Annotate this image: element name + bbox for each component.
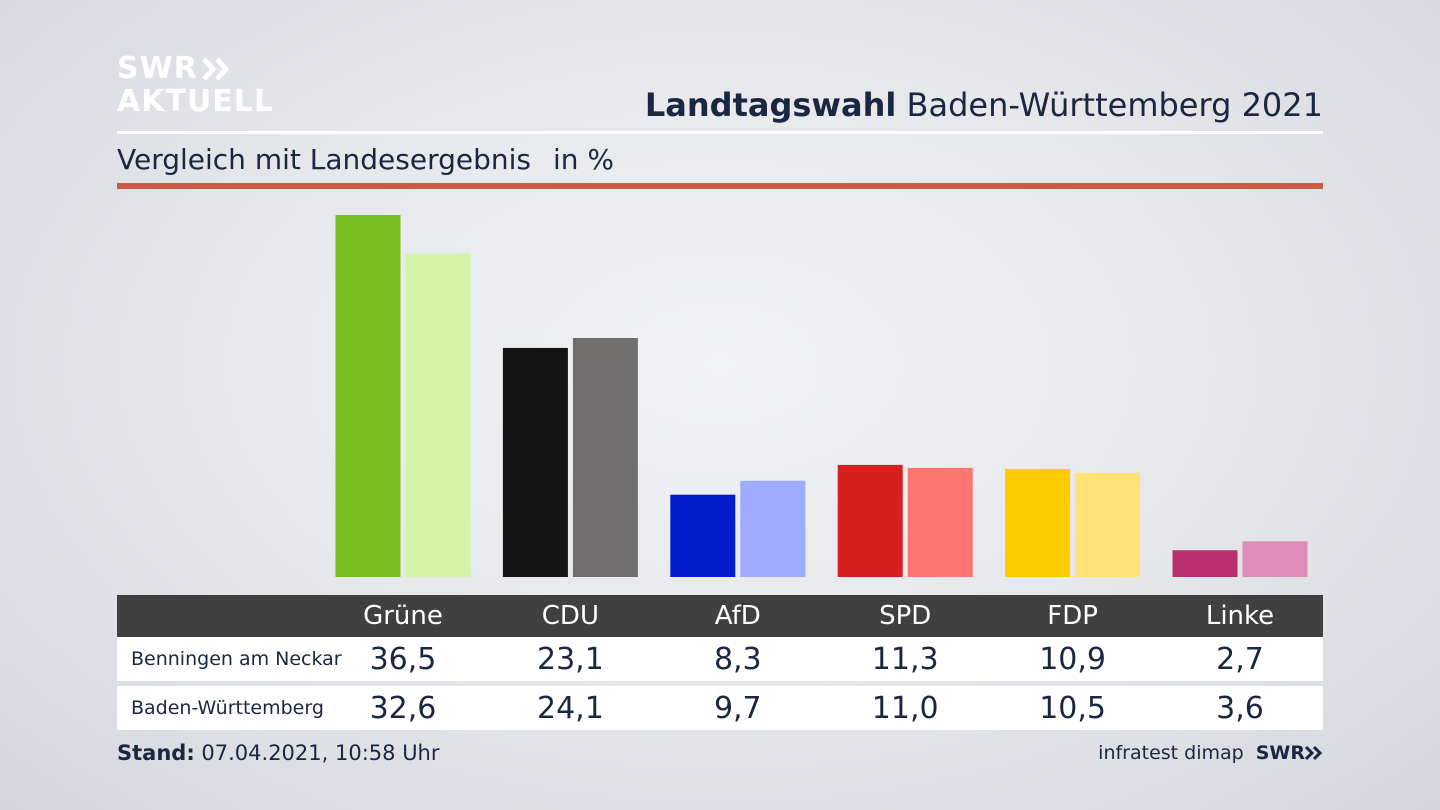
row-label: Baden-Württemberg xyxy=(131,697,324,719)
table-header-row: Grüne CDU AfD SPD FDP Linke xyxy=(117,595,1323,637)
double-chevron-icon xyxy=(201,57,230,81)
source-text: infratest dimap xyxy=(1098,742,1244,764)
party-header-spd: SPD xyxy=(879,601,932,631)
bar-spd-series-1 xyxy=(837,464,903,577)
value-cell: 32,6 xyxy=(369,690,437,726)
logo-line-1: SWR xyxy=(117,51,198,86)
value-cell: 11,0 xyxy=(871,690,939,726)
bar-cdu-series-2 xyxy=(572,338,638,577)
brand-text: SWR xyxy=(1255,742,1305,764)
bar-afd-series-1 xyxy=(670,494,736,577)
subtitle-divider xyxy=(117,183,1323,189)
title-divider xyxy=(117,131,1323,134)
bar-fdp-series-1 xyxy=(1005,468,1071,577)
party-header-afd: AfD xyxy=(714,601,761,631)
logo-line-2: AKTUELL xyxy=(117,84,275,119)
value-cell: 11,3 xyxy=(871,641,939,677)
party-header-fdp: FDP xyxy=(1047,601,1098,631)
page-title: Landtagswahl Baden-Württemberg 2021 xyxy=(645,86,1323,124)
swr-aktuell-logo: SWR AKTUELL xyxy=(117,54,274,117)
subtitle-unit: in % xyxy=(552,143,615,176)
stand-label: Stand: xyxy=(117,741,195,765)
subtitle-text: Vergleich mit Landesergebnis xyxy=(117,143,531,176)
party-header-cdu: CDU xyxy=(541,601,599,631)
title-bold: Landtagswahl xyxy=(644,86,897,124)
bar-linke-series-1 xyxy=(1172,550,1238,577)
double-chevron-icon xyxy=(1305,745,1323,761)
table-row-baden-wuerttemberg: Baden-Württemberg 32,6 24,1 9,7 11,0 10,5 3,6 xyxy=(117,686,1323,730)
row-label: Benningen am Neckar xyxy=(131,648,342,670)
swr-footer-logo: SWR xyxy=(1256,742,1323,764)
results-table: Grüne CDU AfD SPD FDP Linke Benningen am Neck… xyxy=(117,595,1323,730)
source-credit: infratest dimap SWR xyxy=(1098,742,1323,764)
stand-value: 07.04.2021, 10:58 Uhr xyxy=(201,741,440,765)
value-cell: 8,3 xyxy=(713,641,762,677)
value-cell: 10,9 xyxy=(1039,641,1106,677)
value-cell: 3,6 xyxy=(1216,690,1264,726)
party-header-grne: Grüne xyxy=(363,601,443,631)
value-cell: 36,5 xyxy=(369,641,437,677)
bar-cdu-series-1 xyxy=(502,347,568,577)
value-cell: 2,7 xyxy=(1216,641,1264,677)
value-cell: 23,1 xyxy=(536,641,604,677)
party-header-linke: Linke xyxy=(1205,601,1275,631)
bar-grne-series-2 xyxy=(405,253,471,577)
value-cell: 9,7 xyxy=(713,690,762,726)
bar-linke-series-2 xyxy=(1242,541,1308,577)
chart-subtitle: Vergleich mit Landesergebnis in % xyxy=(117,143,614,176)
stand-timestamp: Stand: 07.04.2021, 10:58 Uhr xyxy=(117,741,440,765)
bar-fdp-series-2 xyxy=(1075,472,1141,577)
value-cell: 24,1 xyxy=(536,690,604,726)
bar-grne-series-1 xyxy=(335,215,401,577)
bar-spd-series-2 xyxy=(907,467,973,577)
bar-afd-series-2 xyxy=(740,480,806,577)
value-cell: 10,5 xyxy=(1039,690,1106,726)
table-row-benningen: Benningen am Neckar 36,5 23,1 8,3 11,3 10,9 2… xyxy=(117,637,1323,681)
title-rest: Baden-Württemberg 2021 xyxy=(906,86,1324,124)
